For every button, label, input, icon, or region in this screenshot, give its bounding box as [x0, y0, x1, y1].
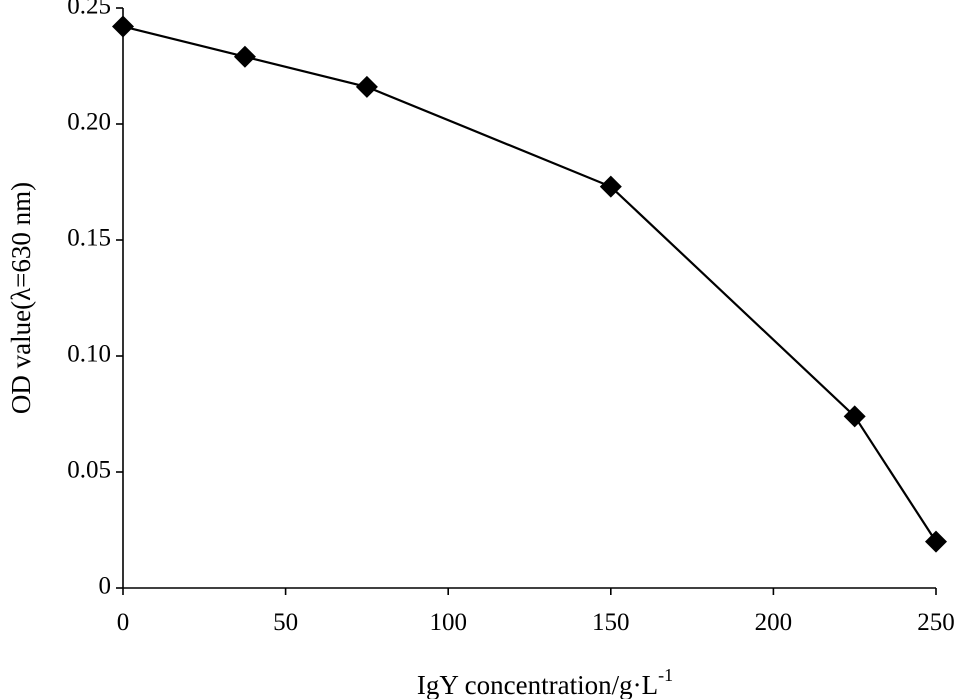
- y-axis-title: OD value(λ=630 nm): [6, 182, 36, 414]
- data-point-marker: [925, 530, 947, 553]
- data-point-marker: [355, 75, 378, 98]
- x-tick-label: 100: [429, 609, 467, 636]
- x-tick-label: 50: [273, 609, 298, 636]
- series-line: [122, 25, 937, 543]
- x-tick-label: 150: [592, 609, 630, 636]
- x-axis-title-superscript: -1: [658, 665, 673, 685]
- x-tick-label: 200: [755, 609, 793, 636]
- x-tick-label: 0: [117, 609, 130, 636]
- data-point-marker: [233, 45, 256, 68]
- data-point-marker: [599, 175, 622, 198]
- y-tick-label: 0.15: [67, 225, 111, 252]
- series: [112, 15, 947, 553]
- y-tick-label: 0.20: [67, 109, 111, 136]
- y-tick-label: 0.05: [67, 457, 111, 484]
- x-tick-label: 250: [917, 609, 954, 636]
- y-ticks: 0 0.05 0.10 0.15 0.20 0.25: [67, 0, 123, 600]
- y-tick-label: 0: [99, 573, 112, 600]
- y-tick-label: 0.25: [67, 0, 111, 20]
- data-point-marker: [112, 15, 134, 38]
- y-tick-label: 0.10: [67, 341, 111, 368]
- axes: [122, 8, 936, 589]
- x-axis-title-main: IgY concentration/g·L: [417, 670, 658, 699]
- data-point-marker: [843, 405, 866, 428]
- x-ticks: 0 50 100 150 200 250: [117, 588, 954, 636]
- x-axis-title: IgY concentration/g·L-1: [417, 665, 673, 699]
